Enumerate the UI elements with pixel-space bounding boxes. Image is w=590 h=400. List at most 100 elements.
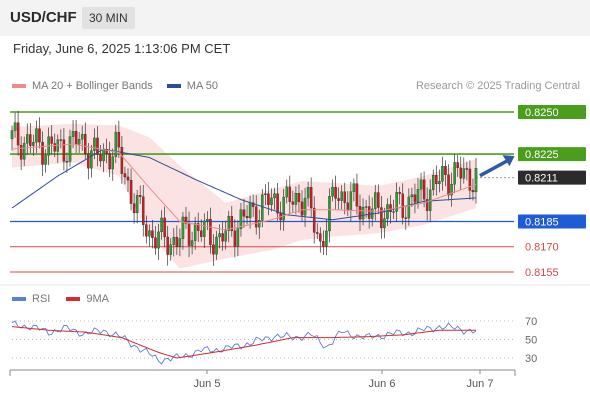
rsi-line [11, 320, 477, 365]
level-badge-resistance [518, 105, 586, 119]
candle-body [328, 196, 331, 232]
candle-body [71, 131, 75, 137]
candle-body [10, 130, 14, 140]
candle-body [447, 174, 450, 196]
candle-body [465, 168, 469, 170]
candle-body [218, 233, 221, 238]
candle-body [349, 191, 353, 211]
candle-body [432, 175, 435, 190]
candle-body [267, 193, 270, 205]
candle-body [160, 217, 163, 233]
candle-body [178, 238, 182, 247]
candle-body [41, 141, 44, 165]
candle-body [142, 196, 145, 225]
candle-body [456, 162, 459, 169]
candle-body [212, 244, 215, 255]
candle-body [450, 184, 453, 196]
timeframe-badge[interactable]: 30 MIN [82, 7, 135, 29]
candle-body [84, 133, 87, 154]
level-label: 0.8155 [525, 267, 559, 279]
candle-body [282, 196, 285, 221]
candle-body [276, 193, 279, 214]
candle-body [50, 136, 53, 144]
candle-body [453, 162, 456, 185]
candle-body [398, 192, 401, 194]
candle-body [172, 236, 176, 245]
candle-body [90, 150, 93, 169]
candle-body [187, 223, 191, 246]
candle-body [242, 209, 246, 217]
legend-item-ma50: MA 50 [166, 80, 218, 92]
candle-body [364, 206, 368, 208]
candle-body [374, 192, 377, 210]
ma50-swatch [166, 84, 181, 88]
price-panel: 0.8250 0.8225 0.8211 0.8185 0.8170 0.8155 [0, 105, 590, 286]
level-label: 0.8250 [525, 107, 559, 119]
candle-body [120, 146, 124, 174]
candle-body [346, 202, 350, 211]
candle-body [273, 193, 276, 199]
rsi-tick-label: 30 [525, 353, 537, 365]
candle-body [193, 223, 197, 241]
candle-body [129, 180, 133, 204]
candle-body [206, 218, 209, 222]
candle-body [410, 194, 414, 198]
candle-body [74, 131, 78, 145]
candle-body [380, 207, 383, 229]
candle-body [325, 230, 328, 247]
candle-body [102, 149, 105, 162]
candle-body [203, 220, 206, 237]
candle-body [44, 155, 47, 165]
candle-body [474, 167, 478, 193]
candle-body [459, 167, 462, 179]
candle-body [261, 194, 264, 221]
candle-body [53, 143, 56, 152]
projection-arrow-shaft [479, 158, 510, 178]
candle-body [209, 218, 212, 245]
candle-body [419, 179, 423, 190]
instrument-title: USD/CHF [10, 9, 77, 26]
projection-arrow-head [502, 155, 515, 167]
candle-body [438, 181, 441, 185]
candle-body [96, 137, 99, 155]
candle-body [416, 189, 420, 203]
rsi-panel: 70 50 30 [11, 316, 537, 365]
time-axis: Jun 5 Jun 6 Jun 7 [9, 369, 516, 390]
candle-body [126, 176, 130, 181]
candle-body [19, 144, 23, 160]
candle-body [35, 128, 38, 143]
legend-item-rsi: RSI [12, 293, 50, 305]
candle-body [377, 192, 380, 208]
candle-body [425, 199, 429, 211]
time-tick-label: Jun 7 [467, 378, 494, 390]
candle-body [196, 223, 200, 231]
candle-body [190, 240, 194, 246]
candle-body [254, 206, 258, 228]
candle-body [59, 139, 63, 141]
candle-body [383, 218, 386, 229]
legend-label-ma20: MA 20 + Bollinger Bands [32, 80, 153, 92]
level-badge-pivot [518, 214, 586, 229]
candle-body [38, 128, 41, 143]
candle-body [145, 224, 148, 237]
candle-body [337, 198, 340, 201]
candle-body [340, 191, 343, 201]
candle-body [322, 241, 325, 247]
candle-body [181, 216, 185, 239]
candle-body [148, 230, 151, 237]
candle-body [404, 217, 408, 219]
candle-body [294, 193, 298, 205]
candle-body [303, 197, 307, 216]
rsi-tick-label: 70 [525, 316, 537, 328]
candle-body [435, 175, 438, 185]
legend-item-ma20: MA 20 + Bollinger Bands [12, 80, 153, 92]
candle-body [236, 228, 240, 247]
candle-body [407, 196, 411, 219]
candle-body [319, 233, 322, 242]
legend-label-ma50: MA 50 [186, 80, 218, 92]
level-label: 0.8211 [525, 173, 558, 185]
candle-body [233, 230, 237, 247]
rsi-legend: RSI 9MA [12, 293, 125, 305]
candle-body [343, 191, 346, 203]
